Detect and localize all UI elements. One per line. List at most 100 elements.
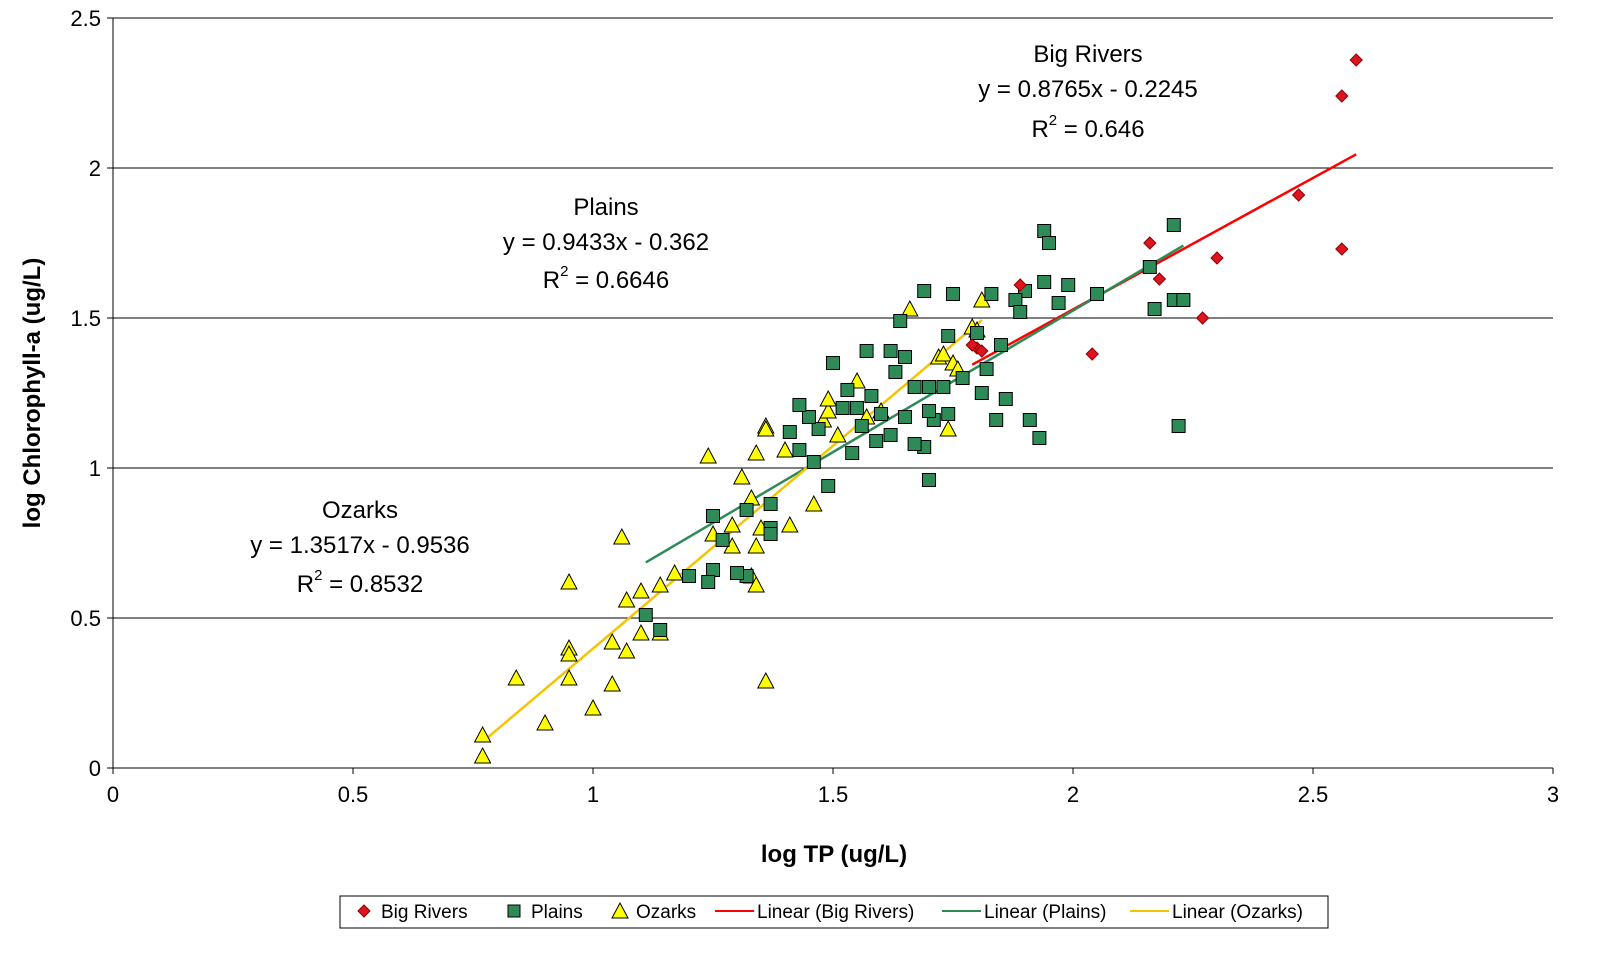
annotation-big-rivers-r2-exp: 2: [1049, 112, 1057, 129]
point-big-rivers: [1335, 89, 1349, 103]
point-ozarks: [804, 494, 823, 512]
x-tick-label: 0.5: [338, 782, 369, 807]
x-tick-label: 2.5: [1298, 782, 1329, 807]
annotation-big-rivers-r2: R2 = 0.646: [1031, 112, 1144, 143]
legend-item-linear-ozarks: Linear (Ozarks): [1130, 902, 1303, 923]
annotation-big-rivers-title: Big Rivers: [1033, 41, 1142, 68]
point-plains: [821, 479, 836, 493]
annotation-plains-r2-label: R: [543, 267, 560, 294]
annotation-plains: Plains y = 0.9433x - 0.362 R2 = 0.6646: [503, 194, 709, 294]
annotation-ozarks-r2: R2 = 0.8532: [297, 567, 423, 598]
point-plains: [1037, 275, 1052, 289]
point-plains: [835, 401, 850, 415]
point-plains: [898, 410, 912, 424]
point-ozarks: [603, 632, 622, 650]
point-plains: [1061, 278, 1076, 292]
point-plains: [850, 401, 864, 415]
point-plains: [730, 566, 744, 580]
gridlines: [113, 17, 1553, 619]
point-big-rivers: [1152, 272, 1167, 286]
data-points: [473, 53, 1363, 764]
point-ozarks: [819, 401, 838, 419]
point-plains: [826, 356, 840, 370]
point-ozarks: [934, 344, 953, 362]
point-ozarks: [747, 536, 766, 554]
legend-label-ozarks: Ozarks: [636, 902, 696, 923]
point-plains: [1013, 305, 1028, 319]
point-plains: [864, 389, 879, 403]
point-ozarks: [939, 419, 958, 437]
point-plains: [1142, 260, 1157, 274]
point-plains: [1166, 218, 1181, 232]
point-plains: [979, 362, 994, 376]
point-ozarks: [780, 515, 799, 533]
legend-item-linear-big-rivers: Linear (Big Rivers): [715, 902, 914, 923]
y-tick-label: 0: [89, 756, 101, 781]
point-plains: [859, 344, 874, 358]
x-tick-label: 2: [1067, 782, 1079, 807]
point-ozarks: [617, 590, 636, 608]
annotation-plains-title: Plains: [573, 194, 638, 221]
point-plains: [792, 443, 807, 457]
point-plains: [922, 404, 936, 418]
point-ozarks: [732, 467, 751, 485]
point-ozarks: [723, 515, 742, 533]
point-big-rivers: [1349, 53, 1363, 67]
point-plains: [922, 380, 936, 394]
point-plains: [682, 569, 696, 583]
point-plains: [1176, 293, 1191, 307]
point-plains: [883, 344, 898, 358]
point-plains: [936, 380, 951, 394]
annotation-plains-r2-exp: 2: [560, 263, 568, 280]
point-big-rivers: [975, 344, 989, 358]
annotation-big-rivers-r2-label: R: [1031, 116, 1048, 143]
point-plains: [706, 563, 720, 577]
legend-label-plains: Plains: [531, 902, 583, 923]
point-plains: [1037, 224, 1052, 238]
point-plains: [802, 410, 816, 424]
point-ozarks: [819, 389, 838, 407]
legend-item-linear-plains: Linear (Plains): [942, 902, 1107, 923]
legend: Big Rivers Plains Ozarks Linear (Big Riv…: [339, 895, 1329, 929]
point-ozarks: [560, 668, 578, 686]
y-tick-label: 2.5: [70, 6, 101, 31]
y-tick-label: 1.5: [70, 306, 101, 331]
point-plains: [874, 407, 888, 421]
point-plains: [888, 365, 903, 379]
point-plains: [984, 287, 999, 301]
annotation-plains-equation: y = 0.9433x - 0.362: [503, 229, 709, 256]
point-big-rivers: [965, 338, 979, 352]
point-plains: [955, 371, 970, 385]
point-big-rivers: [1013, 278, 1027, 292]
tick-labels: 0 0.5 1 1.5 2 2.5 0 0.5 1 1.5 2 2.5 3: [70, 6, 1559, 807]
point-plains: [922, 473, 936, 487]
point-plains: [907, 437, 922, 451]
point-big-rivers: [1143, 236, 1157, 250]
point-plains: [763, 527, 778, 541]
point-ozarks: [665, 563, 684, 581]
point-plains: [898, 350, 912, 364]
point-plains: [806, 455, 821, 469]
annotation-ozarks-r2-exp: 2: [314, 567, 322, 584]
point-ozarks: [603, 674, 622, 692]
legend-diamond-icon: [357, 904, 371, 918]
y-tick-label: 0.5: [70, 606, 101, 631]
point-ozarks: [632, 623, 650, 641]
point-plains: [792, 398, 807, 412]
point-plains: [653, 623, 668, 637]
point-big-rivers: [1335, 242, 1349, 256]
point-ozarks: [699, 446, 718, 464]
y-tick-label: 2: [89, 156, 101, 181]
regression-annotations: Big Rivers y = 0.8765x - 0.2245 R2 = 0.6…: [250, 41, 1198, 598]
point-ozarks: [560, 572, 578, 590]
annotation-plains-r2-value: = 0.6646: [568, 267, 669, 294]
point-big-rivers: [1085, 347, 1099, 361]
point-plains: [970, 326, 984, 340]
point-plains: [706, 509, 720, 523]
legend-label-big-rivers: Big Rivers: [381, 902, 468, 923]
annotation-ozarks-r2-value: = 0.8532: [322, 571, 423, 598]
point-plains: [998, 392, 1013, 406]
annotation-ozarks-title: Ozarks: [322, 497, 398, 524]
point-plains: [845, 446, 860, 460]
point-ozarks: [651, 575, 670, 593]
